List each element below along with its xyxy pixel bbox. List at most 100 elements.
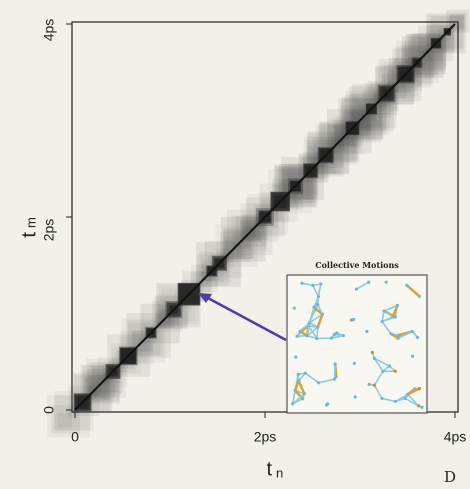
bond: [297, 380, 306, 395]
atom: [315, 336, 319, 341]
bond: [316, 327, 319, 339]
atom: [417, 404, 421, 408]
bond: [381, 397, 396, 403]
atom: [365, 329, 369, 334]
atom: [393, 369, 397, 373]
atom: [325, 403, 329, 407]
y-axis-label-sub: m: [23, 217, 38, 228]
atom: [417, 294, 421, 298]
atom: [396, 336, 400, 340]
atom: [320, 312, 325, 316]
atom: [341, 333, 345, 338]
atom: [403, 396, 407, 401]
bond: [395, 397, 406, 403]
atom: [316, 294, 321, 299]
arrow-line: [205, 295, 287, 342]
atom: [384, 280, 388, 284]
atom: [381, 369, 385, 373]
panel-label: D: [444, 468, 456, 486]
bond: [374, 357, 390, 367]
atom: [393, 315, 397, 319]
atom: [406, 392, 410, 396]
bond: [301, 282, 314, 287]
atom: [372, 383, 376, 387]
bond: [306, 322, 311, 336]
atom: [372, 356, 377, 360]
bond: [292, 398, 303, 405]
bond: [306, 326, 319, 337]
atom: [312, 305, 316, 309]
atom: [332, 332, 336, 336]
diagonal: [74, 23, 456, 411]
y-tick-label: 4ps: [41, 19, 57, 42]
bond: [291, 390, 296, 404]
atom: [295, 334, 299, 338]
ticks: [66, 23, 456, 418]
atom: [311, 283, 315, 287]
atom: [335, 331, 339, 335]
atom: [296, 372, 300, 377]
atom: [316, 303, 320, 307]
bond: [407, 393, 420, 407]
y-tick-label: 0: [41, 406, 57, 414]
bond: [381, 321, 392, 335]
arrow-head: [198, 293, 212, 303]
bond: [391, 304, 399, 318]
x-axis-label-main: t: [266, 458, 272, 480]
atom: [301, 397, 305, 401]
bond: [307, 325, 318, 339]
y-axis-label-main: t: [18, 232, 40, 238]
atom: [367, 280, 371, 284]
atom: [389, 332, 393, 336]
atom: [298, 329, 302, 333]
atom: [302, 392, 306, 396]
bond: [373, 357, 384, 372]
atom: [387, 364, 391, 368]
recurrence-map: [47, 9, 470, 438]
atom: [316, 325, 320, 329]
bond: [316, 313, 324, 328]
atom: [292, 306, 296, 310]
atom: [382, 309, 386, 313]
atom: [307, 321, 311, 325]
bond: [381, 316, 394, 323]
x-tick-label: 2ps: [254, 429, 277, 445]
y-axis-label: t m: [18, 217, 40, 237]
bond: [406, 284, 421, 298]
bond: [407, 387, 420, 396]
bond: [373, 370, 384, 386]
inset-frame: [286, 274, 428, 414]
atom: [317, 381, 321, 385]
x-axis-label-sub: n: [276, 465, 283, 480]
bond: [306, 334, 318, 340]
atom: [297, 379, 301, 383]
atom: [300, 281, 304, 285]
atom: [393, 399, 398, 404]
atom: [410, 329, 414, 334]
bond: [383, 310, 394, 318]
bond: [299, 322, 310, 332]
bond: [308, 306, 315, 324]
bond: [308, 313, 323, 324]
atom: [333, 362, 337, 366]
atom: [370, 350, 374, 355]
bond: [381, 310, 385, 322]
bond: [317, 304, 324, 315]
atom: [391, 315, 395, 319]
atom: [367, 382, 371, 386]
bond: [318, 378, 335, 384]
atom: [305, 334, 309, 338]
bond: [317, 283, 322, 297]
atom: [417, 386, 422, 391]
bond: [312, 285, 320, 297]
bond: [383, 304, 398, 312]
x-tick-label: 4ps: [444, 429, 467, 445]
atom: [420, 405, 424, 409]
atom: [397, 333, 401, 337]
atom: [395, 303, 399, 307]
atom: [353, 395, 357, 399]
atom: [410, 354, 415, 358]
bond: [304, 372, 320, 384]
atom: [380, 396, 384, 401]
